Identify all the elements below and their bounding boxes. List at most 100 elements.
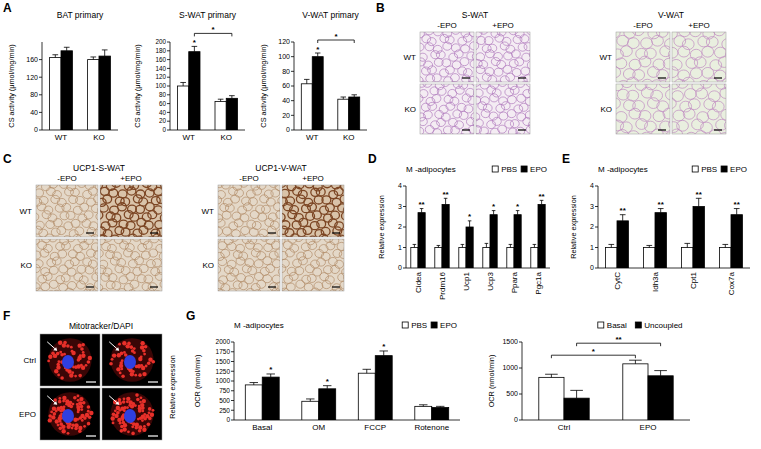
error-cap (306, 398, 314, 399)
cell (472, 52, 474, 60)
mitochondria (80, 408, 83, 411)
error-bar (533, 244, 537, 247)
error-bar (540, 200, 544, 204)
tick-mark (231, 410, 234, 411)
mitochondria (88, 356, 92, 360)
cell (616, 58, 627, 69)
cell (525, 97, 530, 105)
error-line (622, 215, 623, 221)
mitochondria (132, 370, 135, 373)
cell (433, 32, 442, 36)
micrograph (36, 185, 98, 237)
cell (515, 58, 524, 66)
error-cap (52, 54, 58, 55)
cell (423, 84, 432, 87)
cell (79, 276, 88, 284)
mitochondria (48, 418, 52, 422)
cell (469, 32, 474, 37)
column-label: -EPO (57, 174, 77, 183)
cell (516, 84, 525, 87)
error-cap (646, 245, 652, 246)
cell-body (110, 392, 153, 436)
legend-swatch (721, 166, 727, 172)
error-bar (722, 244, 728, 247)
cell (663, 58, 670, 69)
cell (496, 104, 505, 112)
bar (312, 57, 323, 130)
category-label: EPO (640, 423, 657, 432)
cell (266, 264, 275, 272)
mitochondria (60, 376, 64, 380)
cell (499, 112, 508, 120)
cell (476, 96, 481, 104)
cell (276, 211, 280, 219)
tick-label: 1 (590, 244, 594, 251)
column-label: -EPO (239, 174, 259, 183)
cell (43, 244, 52, 252)
category-label: Cox7a (727, 271, 736, 295)
cell (272, 260, 280, 268)
micrograph (476, 32, 530, 82)
cell (256, 205, 265, 213)
cell (458, 67, 467, 75)
mitochondria (135, 393, 139, 397)
cell-body (48, 338, 91, 382)
cell (87, 227, 96, 235)
legend-swatch (521, 166, 527, 172)
cell (95, 185, 98, 190)
cell (492, 89, 501, 97)
cell (509, 32, 518, 35)
tick-label: 20 (159, 117, 167, 124)
tick-label: 200 (155, 38, 166, 45)
tick-label: 4 (590, 182, 594, 189)
mitochondria (122, 400, 126, 404)
error-line (317, 53, 318, 57)
error-cap (570, 390, 583, 391)
significance: ** (734, 200, 741, 209)
cell (269, 185, 278, 187)
cell (282, 264, 286, 272)
error-bar (620, 215, 626, 221)
cell (696, 88, 708, 99)
cell (76, 252, 85, 260)
axis-title: Relative expression (377, 195, 386, 259)
cell (115, 265, 124, 273)
error-line (698, 198, 699, 206)
micrograph (616, 32, 670, 82)
significance: * (193, 38, 197, 47)
significance: * (212, 25, 216, 34)
cell (218, 258, 227, 266)
cell (633, 101, 645, 112)
legend-label: Uncoupled (644, 321, 682, 330)
mitochondria (77, 395, 80, 398)
mitochondria (122, 341, 126, 345)
tick-mark (231, 371, 234, 372)
frame (218, 239, 280, 291)
cell (641, 132, 653, 134)
error-line (194, 46, 195, 51)
error-bar (468, 221, 472, 227)
mitochondria (143, 425, 146, 428)
cell (139, 264, 148, 272)
cell (525, 111, 530, 119)
tick-label: 80 (282, 68, 290, 75)
cell (254, 244, 263, 252)
legend: BasalUncoupled (598, 321, 683, 330)
cell (155, 221, 162, 229)
cell (478, 102, 487, 110)
error-bar (629, 360, 642, 364)
cell (450, 97, 459, 105)
panel-title: Mitotracker/DAPI (69, 321, 133, 331)
tick-mark (595, 206, 598, 207)
mitochondria (61, 425, 65, 429)
error-cap (722, 244, 728, 245)
micrograph-bg (36, 239, 98, 291)
mitochondria (85, 413, 89, 417)
error-cap (351, 94, 356, 95)
cell (459, 84, 468, 89)
cell (275, 185, 280, 191)
cell (680, 101, 692, 112)
bar (50, 57, 61, 130)
bar (623, 364, 648, 420)
cell (621, 84, 633, 88)
